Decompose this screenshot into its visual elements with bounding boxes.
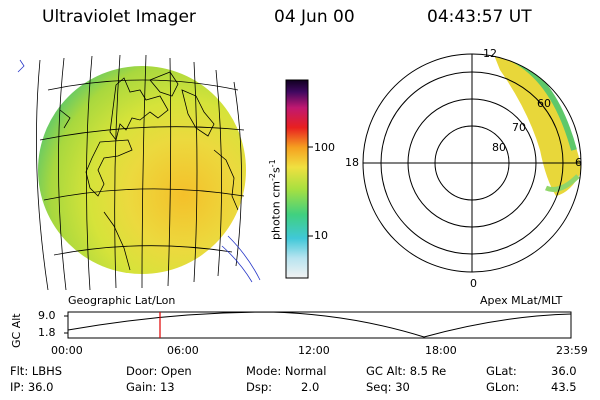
polar-plot [362,53,582,273]
intensity-colorbar [285,79,313,279]
orbit-xtick: 23:59 [556,344,588,357]
mlt-label-0: 0 [470,277,477,290]
glon-label: GLon: [486,380,520,394]
mlt-label-18: 18 [345,156,359,169]
seq-info: Seq: 30 [366,380,410,394]
gc-alt-info: GC Alt: 8.5 Re [366,364,447,378]
apex-label: Apex MLat/MLT [480,294,563,307]
orbit-ytick-high: 9.0 [38,309,56,322]
earth-image [17,54,261,291]
orbit-plot [64,311,572,339]
filter-info: Flt: LBHS [10,364,63,378]
orbit-xtick: 00:00 [51,344,83,357]
orbit-xtick: 12:00 [298,344,330,357]
ip-info: IP: 36.0 [10,380,54,394]
colorbar-unit-label: photon cm-2s-1 [268,159,283,240]
orbit-ytick-low: 1.8 [38,326,56,339]
date-label: 04 Jun 00 [274,7,355,27]
gain-info: Gain: 13 [126,380,175,394]
mlat-label-80: 80 [492,141,506,154]
instrument-title: Ultraviolet Imager [42,7,196,27]
dsp-value: 2.0 [301,380,320,394]
dsp-label: Dsp: [246,380,273,394]
orbit-xtick: 18:00 [425,344,457,357]
orbit-ylabel: GC Alt [10,313,23,348]
orbit-xtick: 06:00 [167,344,199,357]
door-info: Door: Open [126,364,192,378]
geographic-label: Geographic Lat/Lon [68,294,176,307]
glat-value: 36.0 [551,364,577,378]
mlt-label-12: 12 [483,47,497,60]
mlt-label-6: 6 [575,156,582,169]
glon-value: 43.5 [551,380,577,394]
mode-info: Mode: Normal [246,364,327,378]
mlat-label-60: 60 [537,97,551,110]
mlat-label-70: 70 [512,121,526,134]
time-label: 04:43:57 UT [427,7,532,27]
glat-label: GLat: [486,364,517,378]
colorbar-tick-10: 10 [314,229,328,242]
colorbar-tick-100: 100 [314,141,335,154]
